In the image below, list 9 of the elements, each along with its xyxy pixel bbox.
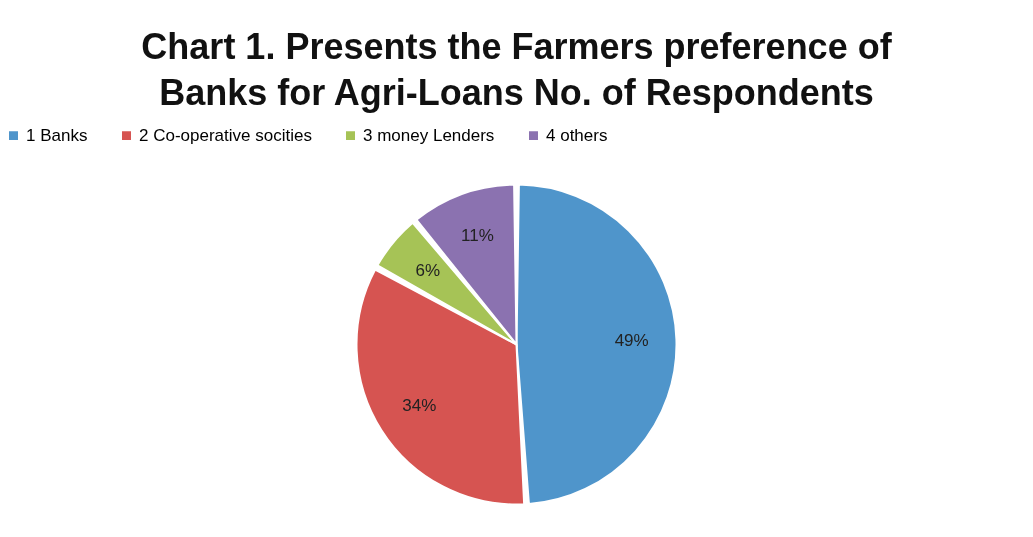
data-label: 34% — [402, 396, 437, 416]
legend-label: 2 Co-operative socities — [139, 125, 312, 145]
legend-label: 1 Banks — [26, 125, 88, 145]
chart-title: Chart 1. Presents the Farmers preference of Banks for Agri-Loans No. of Respondents — [141, 26, 893, 113]
data-label: 6% — [415, 261, 441, 281]
legend-label: 4 others — [546, 125, 608, 145]
data-label: 49% — [614, 330, 649, 350]
data-label: 11% — [461, 226, 494, 246]
legend-label: 3 money Lenders — [363, 125, 495, 145]
